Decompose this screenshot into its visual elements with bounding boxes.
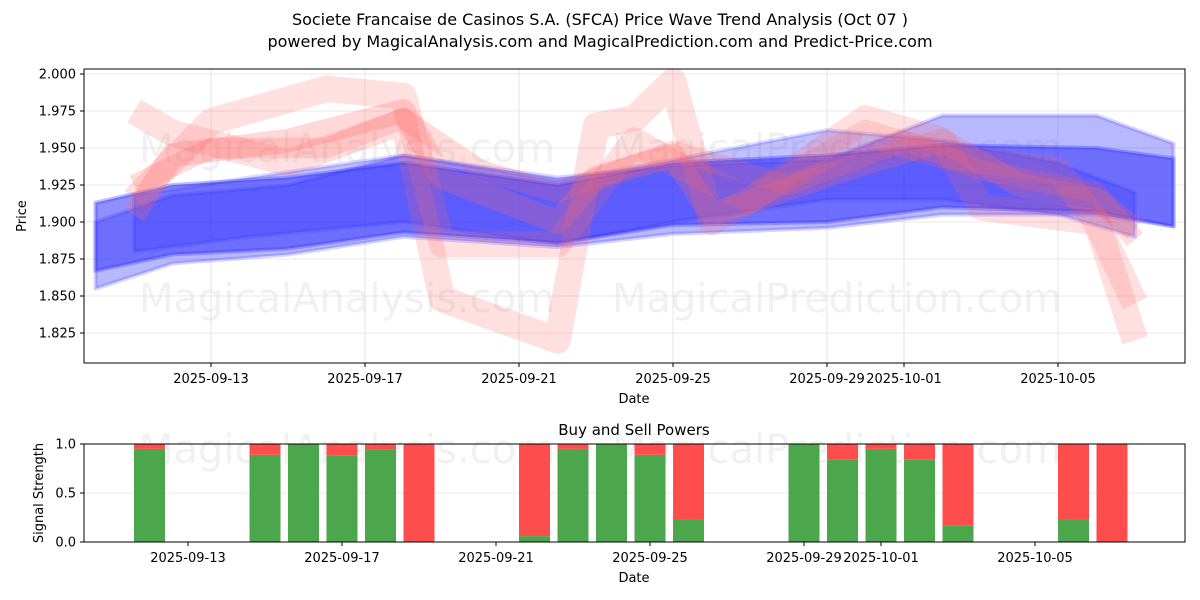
buy-bar [1058, 519, 1089, 542]
buy-bar [904, 459, 935, 542]
chart-title: Societe Francaise de Casinos S.A. (SFCA)… [291, 10, 909, 29]
x-tick-label: 2025-10-05 [997, 551, 1073, 566]
y-tick-label: 1.925 [39, 179, 76, 194]
y-tick-label: 1.850 [39, 290, 76, 305]
buy-bar [865, 448, 897, 542]
buy-bar [134, 448, 165, 542]
buy-bar [288, 444, 319, 542]
y-tick-label: 1.825 [39, 327, 76, 342]
sell-bar [904, 444, 935, 460]
red-wave-2 [127, 69, 1148, 354]
sell-bar [403, 444, 435, 542]
y-tick-label: 1.975 [39, 105, 76, 120]
buy-bar [634, 454, 666, 542]
buy-bar [557, 448, 589, 542]
y-tick-label: 0.5 [55, 487, 76, 502]
sell-bar [865, 444, 897, 449]
red-wave-3 [124, 75, 1148, 310]
x-tick-label: 2025-09-25 [635, 372, 711, 387]
sell-bar [519, 444, 550, 537]
x-tick-label: 2025-09-29 [766, 551, 842, 566]
buy-bar [249, 454, 281, 542]
signal-chart-title: Buy and Sell Powers [558, 421, 710, 439]
signal-x-ticks: 2025-09-13 2025-09-17 2025-09-21 2025-09-25… [150, 542, 1073, 566]
sell-bar [249, 444, 281, 455]
y-tick-label: 1.0 [55, 438, 76, 453]
x-tick-label: 2025-10-05 [1020, 372, 1096, 387]
y-tick-label: 1.875 [39, 253, 76, 268]
signal-y-axis-label: Signal Strength [32, 443, 47, 543]
sell-bar [1096, 444, 1128, 542]
price-y-axis-label: Price [15, 200, 30, 232]
signal-x-axis-label: Date [618, 571, 649, 586]
y-tick-label: 1.900 [39, 216, 76, 231]
blue-wave-1 [93, 143, 1176, 273]
y-tick-label: 2.000 [39, 68, 76, 83]
sell-bar [634, 444, 666, 455]
x-tick-label: 2025-10-01 [843, 551, 919, 566]
blue-wave-3 [132, 128, 1137, 254]
watermark-text: MagicalAnalysis.com [139, 126, 555, 172]
x-tick-label: 2025-09-17 [304, 551, 380, 566]
price-x-axis-label: Date [618, 392, 649, 407]
watermark-text: MagicalPrediction.com [612, 276, 1062, 322]
price-axes-frame [83, 68, 1186, 364]
sell-bar [365, 444, 396, 450]
x-tick-label: 2025-09-13 [150, 551, 226, 566]
buy-bar [673, 519, 704, 542]
x-tick-label: 2025-10-01 [866, 372, 942, 387]
buy-bar [788, 444, 820, 542]
sell-bar [942, 444, 974, 526]
x-tick-label: 2025-09-21 [481, 372, 557, 387]
buy-bar [365, 449, 396, 542]
y-tick-label: 1.950 [39, 142, 76, 157]
wave-bands [93, 69, 1176, 354]
y-tick-label: 0.0 [55, 536, 76, 551]
buy-bar [942, 525, 974, 542]
price-y-ticks: 2.000 1.975 1.950 1.925 1.900 1.875 1.850 1.825 [39, 68, 84, 342]
signal-bars [134, 444, 1128, 542]
sell-bar [673, 444, 704, 520]
blue-wave-2 [93, 113, 1176, 291]
sell-bar [827, 444, 858, 460]
x-tick-label: 2025-09-17 [327, 372, 403, 387]
sell-bar [557, 444, 589, 449]
chart-subtitle: powered by MagicalAnalysis.com and Magic… [267, 32, 933, 51]
signal-y-ticks: 0.0 0.5 1.0 [55, 438, 84, 551]
x-tick-label: 2025-09-21 [458, 551, 534, 566]
watermark-text: MagicalAnalysis.com [139, 276, 555, 322]
sell-bar [134, 444, 165, 449]
x-tick-label: 2025-09-25 [612, 551, 688, 566]
buy-bar [326, 455, 358, 542]
buy-bar [827, 459, 858, 542]
x-tick-label: 2025-09-13 [173, 372, 249, 387]
price-x-ticks: 2025-09-13 2025-09-17 2025-09-21 2025-09-25… [173, 363, 1096, 387]
sell-bar [1058, 444, 1089, 520]
x-tick-label: 2025-09-29 [789, 372, 865, 387]
red-wave-1 [124, 99, 1143, 239]
buy-bar [519, 536, 550, 542]
buy-bar [596, 444, 627, 542]
sell-bar [326, 444, 358, 456]
red-wave-4 [129, 108, 1144, 247]
